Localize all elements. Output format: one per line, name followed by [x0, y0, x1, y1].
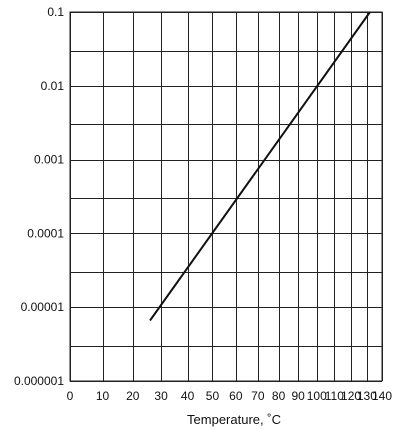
y-tick-label: 0.000001 [14, 374, 64, 388]
plot-frame [69, 11, 383, 382]
x-tick-label: 0 [67, 389, 74, 403]
series-layer [149, 11, 371, 322]
x-tick-label: 20 [126, 389, 140, 403]
y-tick-label: 0.01 [41, 79, 65, 93]
grid [69, 11, 383, 382]
y-tick-label: 0.001 [34, 153, 64, 167]
x-tick-label: 70 [251, 389, 265, 403]
y-tick-label: 0.00001 [21, 300, 65, 314]
x-tick-label: 40 [181, 389, 195, 403]
series-line [149, 11, 371, 322]
x-tick-label: 140 [372, 389, 392, 403]
y-tick-label: 0.0001 [27, 226, 64, 240]
x-tick-label: 90 [292, 389, 306, 403]
y-tick-labels: 0.000001 0.00001 0.0001 0.001 0.01 0.1 [14, 5, 64, 388]
x-tick-label: 60 [229, 389, 243, 403]
x-tick-label: 10 [96, 389, 110, 403]
x-axis-label: Temperature, ˚C [187, 412, 281, 427]
x-tick-label: 100 [307, 389, 327, 403]
x-tick-label: 80 [272, 389, 286, 403]
x-tick-label: 130 [357, 389, 377, 403]
x-tick-label: 50 [206, 389, 220, 403]
x-tick-label: 120 [341, 389, 361, 403]
x-tick-label: 110 [325, 389, 344, 403]
x-tick-label: 30 [154, 389, 168, 403]
y-tick-label: 0.1 [47, 5, 64, 19]
